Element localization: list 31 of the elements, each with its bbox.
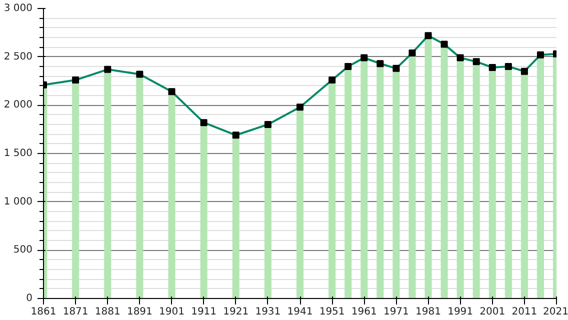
x-tick-label: 1981 — [416, 306, 441, 318]
x-tick-label: 1871 — [62, 306, 88, 318]
bar — [168, 92, 176, 298]
x-tick-label: 1891 — [126, 306, 152, 318]
x-tick-label: 1911 — [191, 306, 217, 318]
x-tick-label: 2001 — [480, 306, 506, 318]
bar — [424, 36, 432, 298]
y-tick-label: 2 000 — [4, 100, 33, 111]
x-tick-label: 1931 — [255, 306, 281, 318]
y-tick-label: 3 000 — [4, 3, 33, 14]
bar — [200, 122, 208, 298]
y-tick-label: 1 000 — [4, 196, 33, 208]
x-tick-label: 1971 — [383, 306, 409, 318]
x-tick-label: 1991 — [448, 306, 474, 318]
x-tick-label: 2011 — [512, 306, 538, 318]
x-tick-label: 1951 — [319, 306, 345, 318]
y-tick-label: 1 500 — [4, 148, 33, 159]
x-tick-label: 1961 — [351, 306, 377, 318]
x-tick-label: 1941 — [287, 306, 313, 318]
x-tick-label: 1861 — [30, 306, 56, 318]
x-tick-label: 1901 — [159, 306, 184, 318]
y-tick-label: 0 — [26, 293, 33, 304]
bar — [376, 64, 384, 298]
x-tick-label: 2021 — [543, 306, 568, 318]
y-tick-label: 2 500 — [4, 51, 33, 62]
bar — [264, 124, 272, 298]
y-tick-label: 500 — [13, 244, 33, 256]
x-tick-label: 1881 — [94, 306, 120, 318]
bar — [72, 80, 80, 298]
bar — [504, 66, 512, 298]
x-tick-label: 1921 — [223, 306, 249, 318]
